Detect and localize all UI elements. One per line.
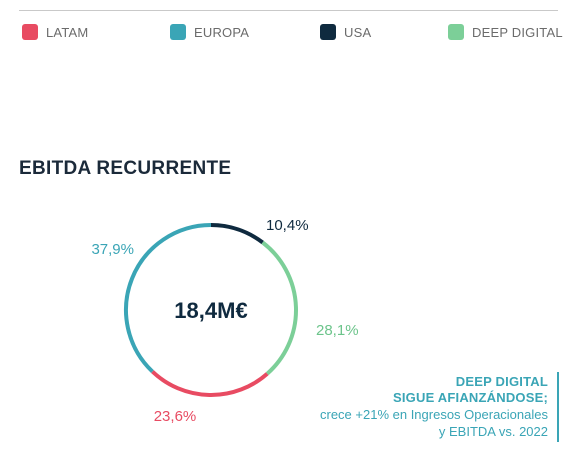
legend-item-usa: USA xyxy=(320,24,371,40)
donut-center-value: 18,4M€ xyxy=(174,298,247,323)
chart-legend: LATAM EUROPA USA DEEP DIGITAL xyxy=(0,24,572,44)
annotation-heading-2: SIGUE AFIANZÁNDOSE; xyxy=(393,390,548,405)
legend-item-deep-digital: DEEP DIGITAL xyxy=(448,24,563,40)
legend-item-europa: EUROPA xyxy=(170,24,249,40)
slice-label-deep-digital: 28,1% xyxy=(316,322,359,339)
chart-title: EBITDA RECURRENTE xyxy=(19,158,232,179)
legend-swatch-latam xyxy=(22,24,38,40)
annotation-text-2: y EBITDA vs. 2022 xyxy=(438,424,548,439)
legend-label-europa: EUROPA xyxy=(194,24,250,40)
legend-label-latam: LATAM xyxy=(46,24,89,40)
legend-label-usa: USA xyxy=(344,24,372,40)
annotation-box: DEEP DIGITAL SIGUE AFIANZÁNDOSE; crece +… xyxy=(320,374,548,440)
legend-label-deep-digital: DEEP DIGITAL xyxy=(472,24,563,40)
donut-slice-deep-digital xyxy=(261,240,298,376)
slice-label-europa: 37,9% xyxy=(91,241,134,258)
slice-label-usa: 10,4% xyxy=(266,217,309,234)
legend-swatch-europa xyxy=(170,24,186,40)
donut-slice-europa xyxy=(124,223,212,374)
annotation-text-1: crece +21% en Ingresos Operacionales xyxy=(320,407,548,422)
annotation-accent-bar xyxy=(557,372,559,442)
donut-slice-usa xyxy=(210,223,264,245)
donut-slice-latam xyxy=(151,370,269,397)
legend-swatch-deep-digital xyxy=(448,24,464,40)
annotation-heading-1: DEEP DIGITAL xyxy=(455,374,548,389)
legend-swatch-usa xyxy=(320,24,336,40)
slice-label-latam: 23,6% xyxy=(154,408,197,425)
legend-item-latam: LATAM xyxy=(22,24,88,40)
top-divider xyxy=(19,10,558,11)
